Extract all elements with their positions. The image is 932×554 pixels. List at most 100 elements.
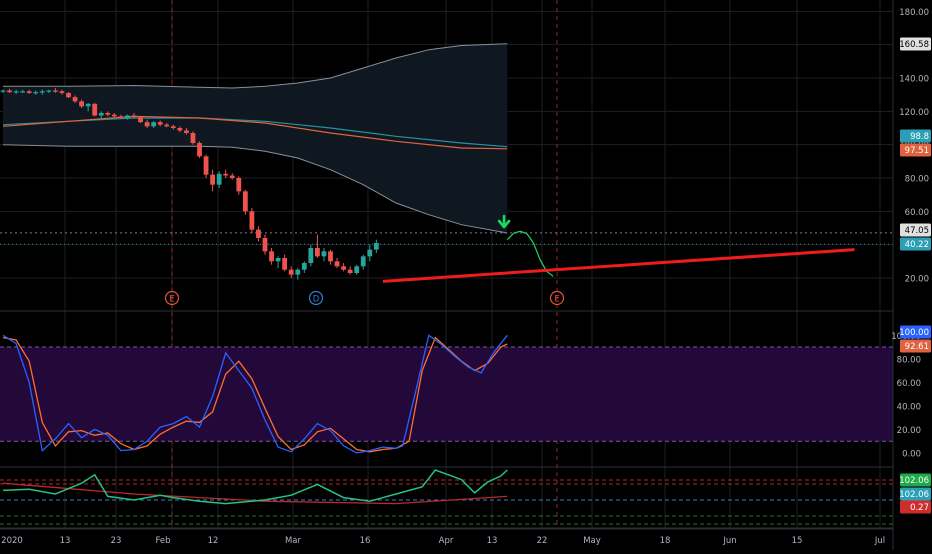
- candle[interactable]: [367, 244, 373, 262]
- candle[interactable]: [59, 89, 65, 95]
- momentum-signal-label[interactable]: 102.06: [899, 487, 931, 501]
- candle[interactable]: [197, 141, 202, 158]
- candle[interactable]: [190, 131, 196, 145]
- candle[interactable]: [203, 154, 209, 178]
- candle[interactable]: [256, 226, 261, 242]
- candle[interactable]: [249, 208, 255, 233]
- upper-band-label[interactable]: 160.58: [899, 37, 931, 51]
- candle[interactable]: [223, 169, 229, 178]
- candle[interactable]: [275, 256, 281, 268]
- candle[interactable]: [242, 189, 248, 215]
- candle[interactable]: [177, 126, 183, 133]
- candle[interactable]: [334, 258, 340, 268]
- candle[interactable]: [111, 113, 117, 118]
- candle[interactable]: [373, 239, 379, 253]
- candle-body: [46, 90, 52, 92]
- candle-body: [354, 266, 360, 273]
- candle[interactable]: [288, 266, 294, 278]
- candle-body: [0, 90, 6, 92]
- candle[interactable]: [20, 89, 26, 93]
- candle[interactable]: [53, 88, 58, 93]
- oscillator-tick-label: 60.00: [897, 379, 921, 389]
- candle[interactable]: [13, 89, 19, 94]
- candle-body: [210, 174, 215, 185]
- candle[interactable]: [170, 124, 176, 130]
- candle[interactable]: [33, 90, 39, 95]
- candle[interactable]: [92, 103, 98, 117]
- sma-label[interactable]: 98.8: [900, 129, 931, 143]
- price-tick-label: 20.00: [905, 275, 929, 285]
- candle[interactable]: [308, 244, 314, 267]
- candle[interactable]: [138, 116, 143, 123]
- momentum-value-label[interactable]: 0.27: [900, 500, 931, 514]
- candle[interactable]: [282, 254, 288, 272]
- momentum-pane[interactable]: [0, 469, 893, 525]
- candle[interactable]: [98, 111, 104, 118]
- candle[interactable]: [301, 261, 307, 273]
- candle[interactable]: [79, 99, 84, 108]
- candle-body: [295, 269, 301, 275]
- candle[interactable]: [229, 173, 235, 180]
- candle[interactable]: [118, 114, 124, 119]
- candle[interactable]: [360, 254, 366, 270]
- candle[interactable]: [46, 89, 52, 93]
- candle[interactable]: [157, 120, 163, 127]
- candle[interactable]: [354, 264, 360, 275]
- candle-body: [190, 133, 196, 143]
- candle[interactable]: [164, 123, 170, 128]
- upper-band-label-bg: [900, 37, 931, 51]
- ema-label[interactable]: 97.51: [900, 143, 931, 157]
- time-tick-label: 23: [111, 536, 122, 546]
- high-price-label[interactable]: 47.05: [900, 223, 931, 237]
- candle[interactable]: [184, 128, 189, 135]
- bollinger-fill: [3, 43, 508, 234]
- candle[interactable]: [125, 114, 130, 120]
- event-marker-1[interactable]: D: [308, 290, 324, 306]
- oscillator-tick-label: 80.00: [897, 355, 921, 365]
- candle[interactable]: [347, 266, 353, 275]
- event-marker-0[interactable]: E: [164, 290, 180, 306]
- candle[interactable]: [341, 263, 346, 272]
- stoch-k-label[interactable]: 100.00: [899, 325, 931, 339]
- momentum-line: [2, 469, 508, 505]
- time-axis[interactable]: 2020 13 23 Feb 12 Mar 16 Apr 13 22 May 18 Jun 15 Jul: [0, 528, 893, 546]
- price-pane[interactable]: [0, 43, 893, 283]
- time-tick-label: May: [583, 536, 601, 546]
- momentum-signal-line: [2, 482, 508, 505]
- candle[interactable]: [7, 88, 12, 93]
- candle[interactable]: [26, 89, 32, 94]
- support-trendline[interactable]: [382, 248, 855, 283]
- price-axes[interactable]: 20.00 40.00 60.00 80.00 100.00 120.00 140.00 16…: [891, 0, 931, 550]
- candle[interactable]: [39, 89, 45, 95]
- momentum-level-label-text: 102.06: [899, 476, 929, 486]
- sma-label-bg: [900, 129, 931, 143]
- event-marker-2[interactable]: E: [549, 290, 565, 306]
- time-tick-label: Jul: [874, 536, 885, 546]
- candle[interactable]: [315, 234, 320, 258]
- candle[interactable]: [295, 268, 301, 280]
- candle[interactable]: [269, 248, 274, 265]
- candle[interactable]: [131, 113, 137, 118]
- momentum-value-label-bg: [900, 500, 931, 514]
- stoch-d-label[interactable]: 92.61: [900, 339, 931, 353]
- candle[interactable]: [151, 121, 157, 128]
- oscillator-pane[interactable]: [0, 334, 893, 454]
- candle[interactable]: [66, 92, 71, 98]
- candle[interactable]: [0, 89, 6, 93]
- candle[interactable]: [210, 169, 215, 192]
- candle[interactable]: [85, 103, 91, 112]
- time-tick-label: Feb: [155, 536, 170, 546]
- last-price-label[interactable]: 40.22: [900, 237, 931, 251]
- candle[interactable]: [72, 95, 78, 104]
- candle[interactable]: [328, 249, 333, 265]
- candle[interactable]: [105, 111, 111, 117]
- candle[interactable]: [236, 176, 242, 195]
- candle-body: [20, 91, 26, 93]
- candle[interactable]: [144, 119, 150, 128]
- momentum-level-label[interactable]: 102.06: [899, 473, 931, 487]
- candle[interactable]: [321, 248, 327, 262]
- momentum-value-label-text: 0.27: [910, 503, 929, 513]
- candle[interactable]: [216, 171, 222, 188]
